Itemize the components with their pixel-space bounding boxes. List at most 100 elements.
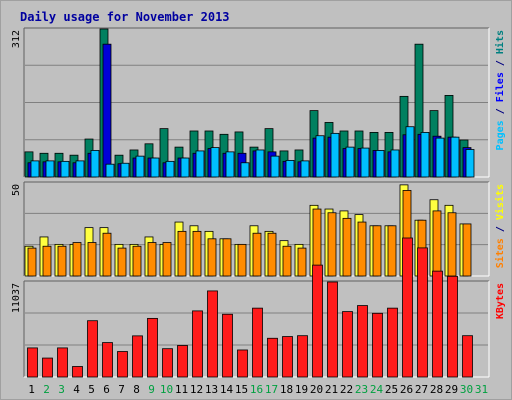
- bar-visits-sites-day-19: [297, 247, 307, 277]
- bar-hits-pages-day-27: [420, 132, 430, 178]
- x-tick-label-day-13: 13: [205, 383, 218, 396]
- bar-hits-pages-day-29: [450, 136, 460, 178]
- bar-visits-sites-day-3: [57, 245, 67, 277]
- bar-visits-sites-day-1: [27, 247, 37, 277]
- bar-kbytes-kbytes-day-23: [357, 305, 368, 378]
- bar-kbytes-kbytes-day-29: [447, 275, 458, 378]
- x-tick-label-day-8: 8: [133, 383, 140, 396]
- x-tick-label-day-24: 24: [370, 383, 384, 396]
- bar-kbytes-kbytes-day-10: [162, 348, 173, 378]
- legend-visits-part-0: Sites: [494, 238, 506, 268]
- bar-visits-sites-day-12: [192, 230, 202, 277]
- bar-kbytes-kbytes-day-3: [57, 347, 68, 378]
- x-tick-label-day-1: 1: [28, 383, 35, 396]
- panel-hits-ymax-label: 312: [11, 30, 22, 48]
- bar-hits-pages-day-28: [435, 137, 445, 178]
- bar-visits-sites-day-25: [387, 225, 397, 277]
- bar-hits-pages-day-4: [75, 160, 85, 178]
- bar-kbytes-kbytes-day-11: [177, 345, 188, 378]
- bar-hits-pages-day-10: [165, 160, 175, 178]
- x-tick-label-day-31: 31: [475, 383, 488, 396]
- bar-hits-pages-day-13: [210, 147, 220, 178]
- bar-hits-pages-day-22: [345, 146, 355, 178]
- x-tick-label-day-25: 25: [385, 383, 398, 396]
- bar-visits-sites-day-22: [342, 217, 352, 277]
- bar-kbytes-kbytes-day-1: [27, 347, 38, 378]
- panel-visits-ymax-label: 50: [11, 184, 22, 196]
- legend-hits-part-1: /: [495, 102, 506, 120]
- bar-kbytes-kbytes-day-8: [132, 335, 143, 378]
- bar-visits-sites-day-29: [447, 212, 457, 277]
- bar-hits-pages-day-15: [240, 162, 250, 178]
- bar-hits-pages-day-14: [225, 151, 235, 178]
- x-tick-label-day-20: 20: [310, 383, 323, 396]
- x-tick-label-day-7: 7: [118, 383, 125, 396]
- bar-hits-pages-day-24: [375, 150, 385, 178]
- x-tick-label-day-11: 11: [175, 383, 188, 396]
- bar-visits-sites-day-17: [267, 232, 277, 277]
- bar-hits-pages-day-7: [120, 162, 130, 178]
- bar-kbytes-kbytes-day-25: [387, 307, 398, 378]
- bar-visits-sites-day-11: [177, 230, 187, 277]
- x-tick-label-day-5: 5: [88, 383, 95, 396]
- bar-hits-pages-day-3: [60, 160, 70, 178]
- bar-kbytes-kbytes-day-9: [147, 317, 158, 378]
- bar-kbytes-kbytes-day-14: [222, 313, 233, 378]
- bar-visits-sites-day-2: [42, 245, 52, 277]
- bar-visits-sites-day-9: [147, 242, 157, 277]
- bar-kbytes-kbytes-day-13: [207, 290, 218, 378]
- panel-visits-legend: Sites / Visits: [494, 184, 506, 268]
- bar-visits-sites-day-4: [72, 242, 82, 277]
- bar-kbytes-kbytes-day-22: [342, 311, 353, 378]
- bar-visits-sites-day-21: [327, 212, 337, 277]
- bar-hits-pages-day-8: [135, 155, 145, 178]
- bar-visits-sites-day-15: [237, 243, 247, 277]
- bar-visits-sites-day-8: [132, 245, 142, 277]
- bar-hits-pages-day-17: [270, 155, 280, 178]
- bar-hits-pages-day-18: [285, 159, 295, 178]
- bar-kbytes-kbytes-day-30: [462, 335, 473, 378]
- bar-visits-sites-day-16: [252, 232, 262, 277]
- bar-visits-sites-day-5: [87, 242, 97, 277]
- bar-hits-pages-day-21: [330, 132, 340, 178]
- x-tick-label-day-14: 14: [220, 383, 234, 396]
- x-tick-label-day-18: 18: [280, 383, 293, 396]
- legend-hits-part-4: Hits: [494, 30, 506, 54]
- bar-hits-pages-day-1: [30, 160, 40, 178]
- bar-visits-sites-day-6: [102, 232, 112, 277]
- bar-kbytes-kbytes-day-6: [102, 342, 113, 378]
- panel-hits-legend: Pages / Files / Hits: [494, 30, 506, 150]
- x-tick-label-day-27: 27: [415, 383, 428, 396]
- bar-kbytes-kbytes-day-15: [237, 349, 248, 378]
- bar-kbytes-kbytes-day-4: [72, 366, 83, 378]
- x-tick-label-day-28: 28: [430, 383, 443, 396]
- x-tick-label-day-30: 30: [460, 383, 473, 396]
- bar-kbytes-kbytes-day-20: [312, 264, 323, 378]
- legend-hits-part-0: Pages: [495, 120, 506, 150]
- x-tick-label-day-22: 22: [340, 383, 353, 396]
- bar-visits-sites-day-30: [462, 223, 472, 277]
- bar-kbytes-kbytes-day-12: [192, 310, 203, 378]
- panel-kbytes-legend: KBytes: [495, 283, 506, 319]
- x-tick-label-day-3: 3: [58, 383, 65, 396]
- x-tick-label-day-15: 15: [235, 383, 248, 396]
- legend-visits-part-2: Visits: [494, 184, 506, 220]
- legend-hits-part-3: /: [495, 54, 506, 72]
- x-tick-label-day-10: 10: [160, 383, 173, 396]
- x-tick-label-day-9: 9: [148, 383, 155, 396]
- bar-hits-pages-day-11: [180, 157, 190, 178]
- bar-hits-pages-day-6: [105, 163, 115, 178]
- bar-visits-sites-day-18: [282, 245, 292, 277]
- x-tick-label-day-19: 19: [295, 383, 308, 396]
- bar-kbytes-kbytes-day-18: [282, 336, 293, 378]
- x-tick-label-day-26: 26: [400, 383, 413, 396]
- bar-kbytes-kbytes-day-28: [432, 270, 443, 378]
- x-tick-label-day-17: 17: [265, 383, 278, 396]
- chart-title: Daily usage for November 2013: [20, 10, 230, 24]
- x-tick-label-day-2: 2: [43, 383, 50, 396]
- x-tick-label-day-4: 4: [73, 383, 80, 396]
- bar-visits-sites-day-24: [372, 225, 382, 277]
- bar-hits-pages-day-9: [150, 157, 160, 178]
- legend-kbytes-part-0: KBytes: [495, 283, 506, 319]
